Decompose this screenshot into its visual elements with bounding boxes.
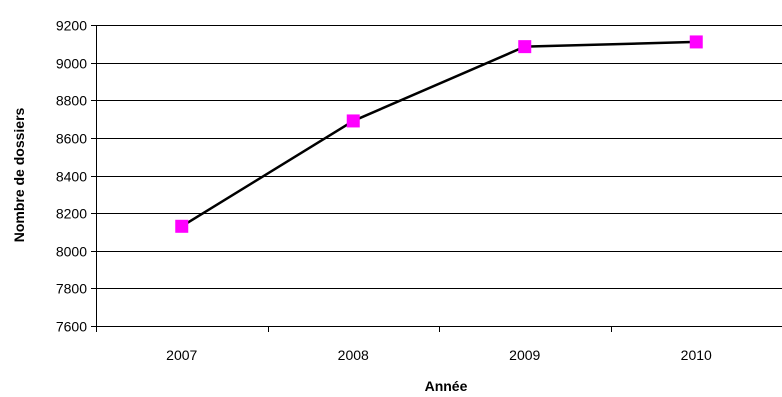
x-tick-label: 2010	[681, 347, 712, 363]
x-tick-label: 2007	[166, 347, 197, 363]
y-tick-label: 9000	[56, 56, 87, 72]
y-tick-label: 7600	[56, 319, 87, 335]
y-tick-label: 8200	[56, 206, 87, 222]
x-tick-label: 2009	[509, 347, 540, 363]
series-line-0	[182, 42, 697, 226]
x-axis-title: Année	[425, 378, 468, 394]
x-tick-labels: 2007 2008 2009 2010	[166, 347, 712, 363]
y-tick-label: 8800	[56, 93, 87, 109]
gridlines	[96, 26, 782, 289]
series-markers	[175, 35, 703, 232]
x-tick-label: 2008	[338, 347, 369, 363]
y-tick-label: 9200	[56, 18, 87, 34]
y-tick-label: 7800	[56, 281, 87, 297]
y-tick-label: 8400	[56, 169, 87, 185]
data-point-2010	[690, 35, 703, 48]
data-point-2007	[175, 220, 188, 233]
y-tick-labels: 7600 7800 8000 8200 8400 8600 8800 9000 9200	[56, 18, 87, 335]
data-point-2008	[347, 114, 360, 127]
y-tick-label: 8600	[56, 131, 87, 147]
axes	[91, 25, 782, 332]
y-axis-title: Nombre de dossiers	[11, 107, 27, 242]
series-line	[182, 42, 697, 226]
data-point-2009	[518, 40, 531, 53]
y-tick-label: 8000	[56, 244, 87, 260]
